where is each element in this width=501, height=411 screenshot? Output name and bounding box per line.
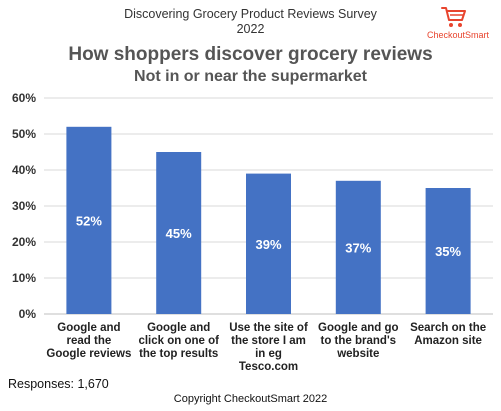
data-label: 35% xyxy=(435,244,461,259)
data-label: 52% xyxy=(76,213,102,228)
category-label: click on one of xyxy=(138,335,219,347)
data-label: 37% xyxy=(345,240,371,255)
y-tick-label: 20% xyxy=(12,235,36,249)
category-label: website xyxy=(336,348,379,360)
y-tick-label: 60% xyxy=(12,91,36,105)
category-label: Amazon site xyxy=(414,335,482,347)
category-label: to the brand's xyxy=(321,335,397,347)
category-label: Search on the xyxy=(410,322,486,334)
y-tick-label: 50% xyxy=(12,127,36,141)
chart-subtitle: Not in or near the supermarket xyxy=(134,68,367,85)
y-tick-label: 30% xyxy=(12,199,36,213)
category-label: in eg xyxy=(255,348,282,360)
category-label: Google and go xyxy=(318,322,399,334)
category-label: Google reviews xyxy=(46,348,131,360)
y-tick-label: 0% xyxy=(19,307,37,321)
responses-count: Responses: 1,670 xyxy=(8,377,109,391)
category-label: the top results xyxy=(139,348,218,360)
copyright-notice: Copyright CheckoutSmart 2022 xyxy=(173,393,328,405)
survey-year: 2022 xyxy=(236,22,265,36)
category-label: Google and xyxy=(57,322,120,334)
bar xyxy=(335,180,381,314)
category-label: Use the site of xyxy=(229,322,308,334)
bar xyxy=(156,152,202,314)
data-label: 39% xyxy=(255,237,281,252)
category-label: read the xyxy=(67,335,112,347)
checkoutsmart-logo: CheckoutSmart xyxy=(427,5,497,41)
bar xyxy=(246,173,291,314)
y-tick-label: 10% xyxy=(12,271,36,285)
category-label: Tesco.com xyxy=(239,361,298,373)
category-label: Google and xyxy=(147,322,210,334)
survey-title: Discovering Grocery Product Reviews Surv… xyxy=(124,7,377,21)
chart-title: How shoppers discover grocery reviews xyxy=(68,44,433,65)
data-label: 45% xyxy=(166,226,192,241)
bar xyxy=(66,126,112,314)
logo-text: CheckoutSmart xyxy=(427,30,490,40)
shopping-cart-icon xyxy=(441,7,466,27)
bar xyxy=(425,188,471,314)
category-label: the store I am xyxy=(231,335,306,347)
y-tick-label: 40% xyxy=(12,163,36,177)
